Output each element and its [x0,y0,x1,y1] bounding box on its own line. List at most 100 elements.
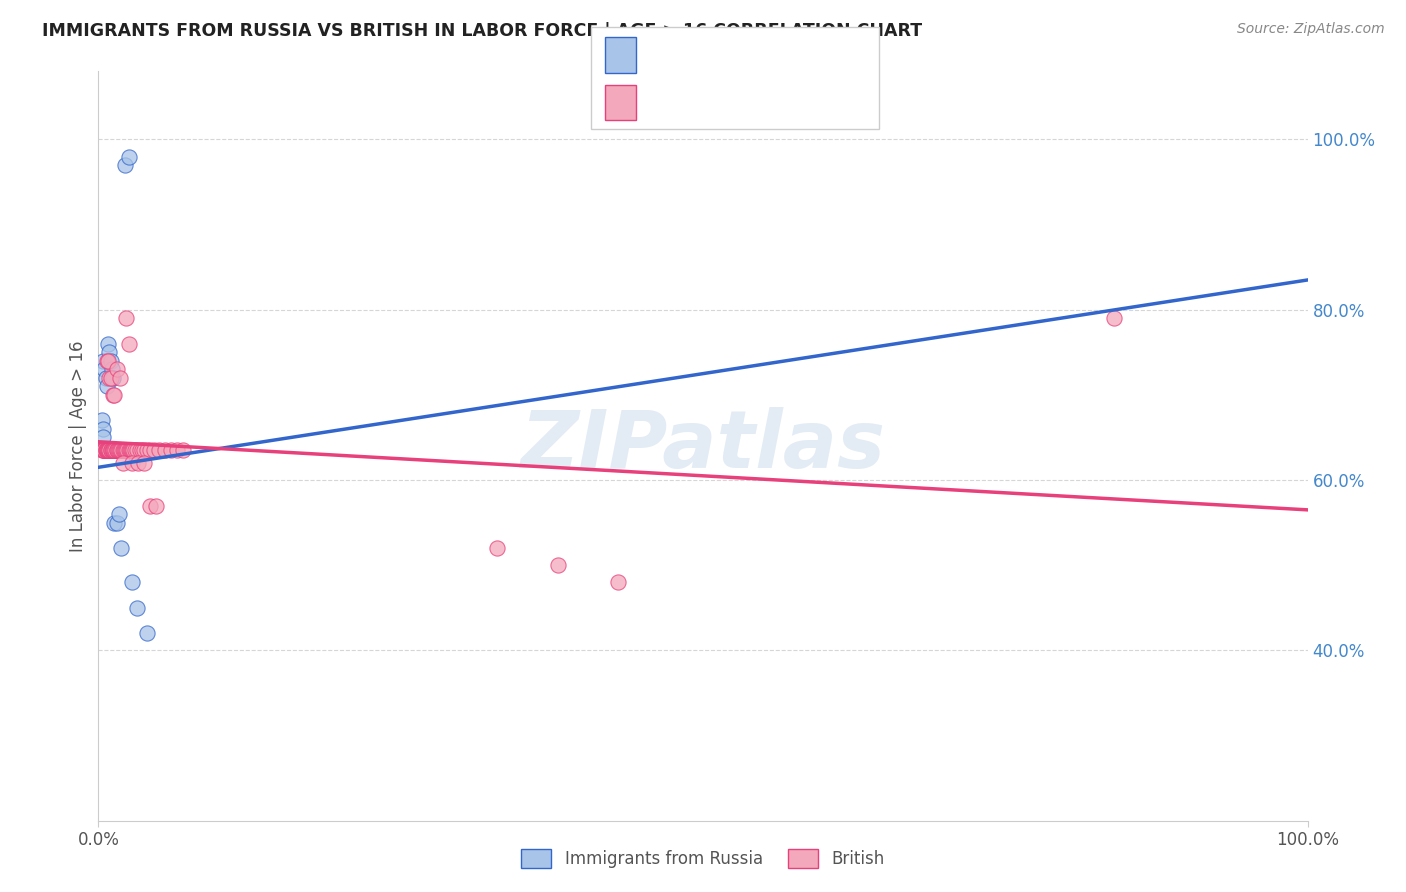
Point [98,443,121,458]
Point [101,443,124,458]
Point [101,443,124,458]
Point [139,499,162,513]
Point [93,443,115,458]
Point [143,443,166,458]
Point [100,443,122,458]
Point [103,443,125,458]
Point [96,443,118,458]
Text: N = 69: N = 69 [747,94,814,112]
Point [127,443,149,458]
Point [124,443,146,458]
Point [118,443,141,458]
Point [110,443,132,458]
Point [105,443,128,458]
Point [112,443,135,458]
Point [108,443,131,458]
Point [94,443,117,458]
Point [112,443,135,458]
Point [94,443,117,458]
Point [124,443,146,458]
Text: IMMIGRANTS FROM RUSSIA VS BRITISH IN LABOR FORCE | AGE > 16 CORRELATION CHART: IMMIGRANTS FROM RUSSIA VS BRITISH IN LAB… [42,22,922,40]
Point [105,443,128,458]
Point [100,443,122,458]
Point [96,443,118,458]
Point [97,336,120,351]
Point [100,443,122,458]
Point [121,575,143,590]
Point [115,443,138,458]
Point [94,443,117,458]
Point [93,443,115,458]
Point [101,388,124,402]
Text: -0.104: -0.104 [683,94,748,112]
Point [108,443,131,458]
Point [93,443,115,458]
Point [104,443,127,458]
Point [148,443,170,458]
Point [100,443,122,458]
Point [103,443,125,458]
Point [91,430,114,444]
Point [98,443,121,458]
Point [96,443,118,458]
Point [105,443,128,458]
Point [94,443,117,458]
Point [93,443,115,458]
Point [96,443,118,458]
Point [108,443,131,458]
Point [121,456,143,470]
Point [172,443,194,458]
Point [118,149,141,163]
Text: ZIPatlas: ZIPatlas [520,407,886,485]
Point [100,354,122,368]
Text: N = 58: N = 58 [747,46,814,64]
Point [118,336,141,351]
Point [94,371,117,385]
Y-axis label: In Labor Force | Age > 16: In Labor Force | Age > 16 [69,340,87,552]
Point [97,443,120,458]
Point [107,443,129,458]
Point [111,443,134,458]
Point [97,443,120,458]
Point [117,443,139,458]
Point [108,443,131,458]
Point [135,626,157,640]
Point [98,443,121,458]
Point [96,379,118,393]
Point [105,443,128,458]
Point [145,499,167,513]
Point [139,443,162,458]
Point [110,541,132,556]
Point [120,443,142,458]
Point [98,371,121,385]
Point [91,354,114,368]
Point [91,443,114,458]
Point [100,443,122,458]
Point [93,443,115,458]
Point [97,354,120,368]
Point [115,443,138,458]
Point [98,345,121,359]
Point [100,371,122,385]
Point [115,311,138,326]
Point [97,443,120,458]
Point [486,541,509,556]
Point [114,443,136,458]
Point [127,600,149,615]
Point [607,575,630,590]
Point [120,443,142,458]
Point [97,443,120,458]
Point [100,443,122,458]
Point [91,413,114,427]
Point [103,388,125,402]
Point [96,443,118,458]
Point [97,443,120,458]
Point [103,443,125,458]
Point [91,422,114,436]
Point [118,443,141,458]
Point [547,558,569,573]
Point [114,158,136,172]
Point [110,443,132,458]
Point [111,456,134,470]
Point [153,443,176,458]
